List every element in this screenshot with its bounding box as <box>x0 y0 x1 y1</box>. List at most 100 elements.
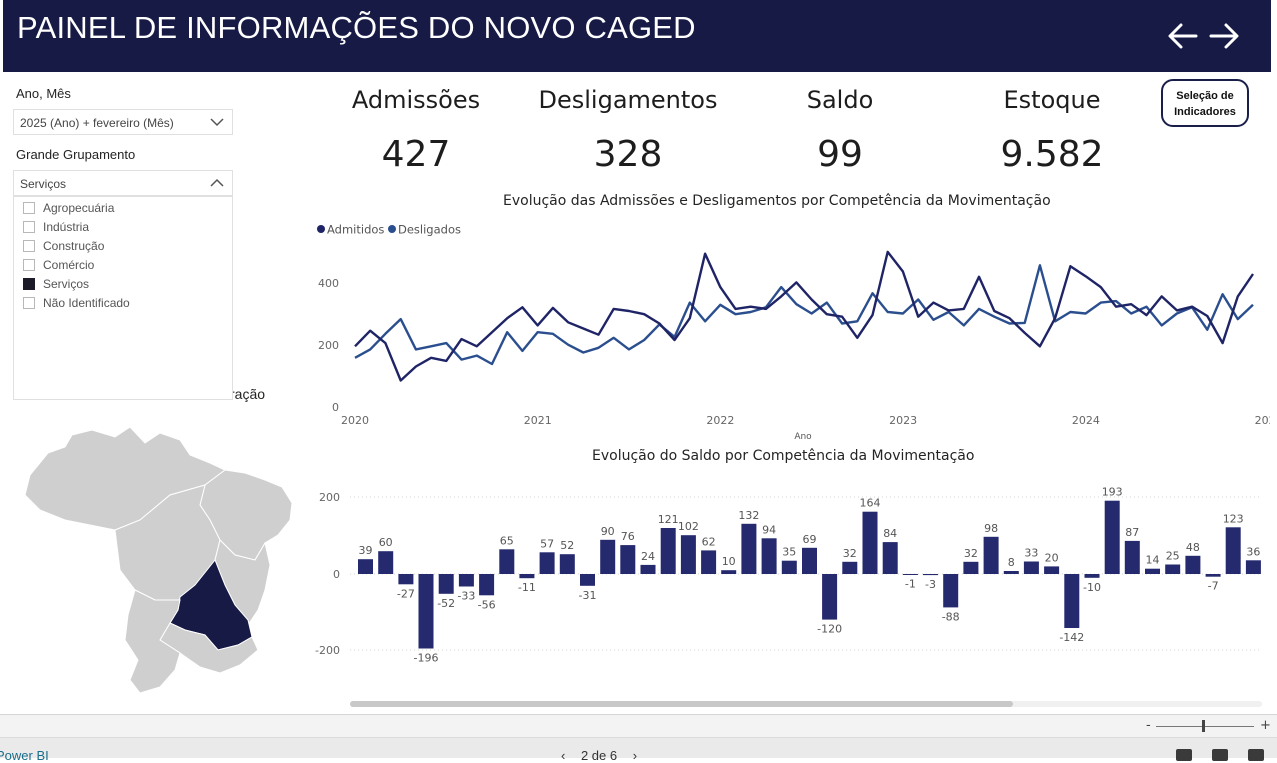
linkedin-icon[interactable] <box>1248 749 1264 761</box>
saldo-bar[interactable] <box>822 574 838 620</box>
forward-arrow-icon[interactable] <box>1207 20 1241 52</box>
saldo-bar[interactable] <box>559 554 575 574</box>
legend-admitidos-label[interactable]: Admitidos <box>327 223 384 237</box>
grupamento-value: Serviços <box>20 177 67 191</box>
saldo-bar[interactable] <box>418 574 434 649</box>
option-servicos[interactable]: Serviços <box>23 277 89 293</box>
saldo-bar[interactable] <box>600 539 616 574</box>
saldo-bar[interactable] <box>1245 560 1261 574</box>
saldo-bar[interactable] <box>620 545 636 574</box>
legend-desligados-label[interactable]: Desligados <box>398 223 461 237</box>
saldo-bar[interactable] <box>539 552 555 574</box>
saldo-bar[interactable] <box>963 561 979 574</box>
saldo-bar[interactable] <box>1185 555 1201 574</box>
saldo-bar[interactable] <box>1124 540 1140 574</box>
y-tick-label: 200 <box>319 491 340 504</box>
saldo-bar[interactable] <box>1064 574 1080 628</box>
saldo-bar[interactable] <box>1003 571 1019 574</box>
zoom-slider-track[interactable] <box>1156 726 1254 727</box>
saldo-data-label: 32 <box>843 547 857 560</box>
saldo-bar[interactable] <box>761 538 777 574</box>
saldo-data-label: -33 <box>457 590 475 603</box>
saldo-bar[interactable] <box>1205 574 1221 577</box>
selecao-indicadores-button[interactable]: Seleção de Indicadores <box>1161 79 1249 127</box>
saldo-bar[interactable] <box>1145 568 1160 574</box>
state-south-region[interactable] <box>124 589 181 694</box>
saldo-bar[interactable] <box>358 559 373 574</box>
saldo-bar[interactable] <box>1023 561 1039 575</box>
saldo-bar[interactable] <box>1104 500 1120 574</box>
saldo-data-label: 14 <box>1146 554 1160 567</box>
zoom-in-button[interactable]: + <box>1260 718 1271 733</box>
option-comercio[interactable]: Comércio <box>23 258 94 274</box>
saldo-bar[interactable] <box>660 528 676 574</box>
saldo-data-label: 94 <box>762 523 776 536</box>
option-construcao[interactable]: Construção <box>23 239 104 255</box>
saldo-bar[interactable] <box>499 549 515 574</box>
checkbox[interactable] <box>23 221 35 233</box>
ano-mes-dropdown[interactable]: 2025 (Ano) + fevereiro (Mês) <box>13 109 233 135</box>
saldo-bar[interactable] <box>802 547 817 574</box>
saldo-bar[interactable] <box>1044 566 1060 574</box>
checkbox[interactable] <box>23 202 35 214</box>
x-tick-label: 2025 <box>1255 414 1270 427</box>
checkbox[interactable] <box>23 297 35 309</box>
saldo-data-label: 87 <box>1125 526 1139 539</box>
saldo-bar[interactable] <box>640 564 656 574</box>
saldo-bar[interactable] <box>479 574 495 596</box>
saldo-bar[interactable] <box>438 574 454 594</box>
saldo-bar[interactable] <box>983 536 999 574</box>
zoom-out-button[interactable]: - <box>1146 718 1151 733</box>
prev-page-button[interactable]: ‹ <box>561 748 566 763</box>
saldo-data-label: 25 <box>1166 550 1180 563</box>
saldo-data-label: -11 <box>518 581 536 594</box>
desligados-line[interactable] <box>354 264 1254 366</box>
facebook-icon[interactable] <box>1176 749 1192 761</box>
saldo-bar[interactable] <box>580 574 595 586</box>
saldo-bar[interactable] <box>842 561 858 574</box>
twitter-icon[interactable] <box>1212 749 1228 761</box>
powerbi-link[interactable]: Power BI <box>0 748 49 763</box>
saldo-data-label: 52 <box>560 539 574 552</box>
brazil-map <box>24 426 293 694</box>
option-nao-identificado[interactable]: Não Identificado <box>23 296 130 312</box>
checkbox-checked[interactable] <box>23 278 35 290</box>
saldo-bar[interactable] <box>1225 527 1241 574</box>
grupamento-dropdown[interactable]: Serviços <box>13 170 233 196</box>
bar-chart: 200 0 -200 39 60 -27 -196 -52-33-56 65 -11 57 52… <box>315 486 1261 665</box>
checkbox[interactable] <box>23 240 35 252</box>
saldo-bar[interactable] <box>680 535 696 574</box>
saldo-bar[interactable] <box>741 523 757 574</box>
saldo-bar[interactable] <box>519 574 535 579</box>
ano-mes-label: Ano, Mês <box>16 86 71 101</box>
saldo-data-label: 76 <box>621 530 635 543</box>
saldo-data-label: 60 <box>379 536 393 549</box>
saldo-bar[interactable] <box>398 574 414 585</box>
saldo-bar[interactable] <box>1165 564 1181 575</box>
grupamento-label: Grande Grupamento <box>16 147 136 162</box>
saldo-bar[interactable] <box>862 511 878 574</box>
saldo-bar[interactable] <box>1084 574 1100 578</box>
next-page-button[interactable]: › <box>632 748 638 763</box>
option-agropecuaria[interactable]: Agropecuária <box>23 201 114 217</box>
checkbox[interactable] <box>23 259 35 271</box>
saldo-bar[interactable] <box>882 542 898 574</box>
saldo-bar[interactable] <box>902 574 918 575</box>
saldo-bar[interactable] <box>781 560 797 574</box>
admitidos-line[interactable] <box>354 250 1254 382</box>
option-industria[interactable]: Indústria <box>23 220 89 236</box>
kpi-estoque-label: Estoque <box>1003 86 1101 114</box>
saldo-bar[interactable] <box>458 574 474 587</box>
saldo-bar[interactable] <box>943 574 959 608</box>
saldo-bar[interactable] <box>701 550 717 574</box>
back-arrow-icon[interactable] <box>1166 20 1200 52</box>
state-north-region[interactable] <box>24 426 226 531</box>
saldo-bar[interactable] <box>923 574 938 576</box>
saldo-bar[interactable] <box>721 570 737 574</box>
saldo-data-label: 36 <box>1246 545 1260 558</box>
page-title: PAINEL DE INFORMAÇÕES DO NOVO CAGED <box>17 10 696 45</box>
chart-scrollbar-thumb[interactable] <box>350 701 1013 707</box>
saldo-bar[interactable] <box>378 551 394 574</box>
zoom-slider-handle[interactable] <box>1202 720 1205 732</box>
saldo-data-label: 65 <box>500 534 514 547</box>
